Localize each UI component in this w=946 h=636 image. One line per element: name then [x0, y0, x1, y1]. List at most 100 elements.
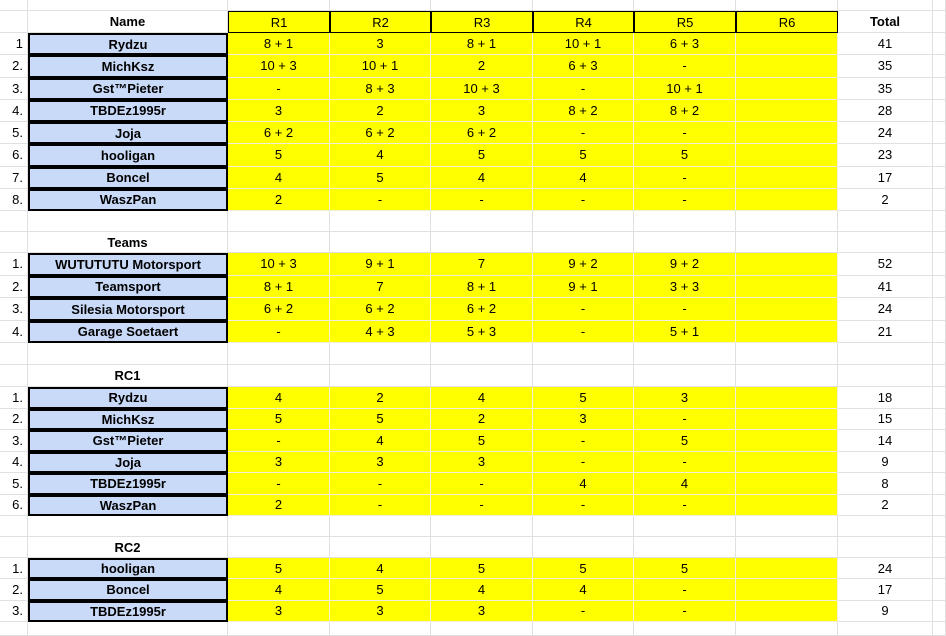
sheet-cell[interactable] — [0, 11, 28, 33]
row-position-cell[interactable]: 3. — [0, 77, 28, 100]
sheet-cell[interactable] — [634, 621, 736, 636]
sheet-cell[interactable] — [533, 537, 634, 558]
sheet-cell[interactable] — [933, 621, 946, 636]
row-position-cell[interactable]: 8. — [0, 188, 28, 211]
total-cell[interactable]: 35 — [838, 77, 933, 100]
total-cell[interactable]: 41 — [838, 275, 933, 298]
round-value-cell[interactable]: 9 + 2 — [634, 253, 736, 276]
sheet-cell[interactable] — [736, 0, 838, 11]
row-position-cell[interactable]: 1. — [0, 558, 28, 580]
name-cell[interactable]: Teamsport — [28, 275, 228, 298]
sheet-cell[interactable] — [933, 253, 946, 276]
round-value-cell[interactable] — [736, 430, 838, 452]
total-cell[interactable]: 2 — [838, 494, 933, 516]
name-cell[interactable]: Rydzu — [28, 387, 228, 409]
row-position-cell[interactable]: 7. — [0, 166, 28, 189]
sheet-cell[interactable] — [933, 473, 946, 495]
round-value-cell[interactable]: 4 — [533, 473, 634, 495]
round-value-cell[interactable] — [736, 166, 838, 189]
round-value-cell[interactable]: 4 + 3 — [330, 320, 431, 343]
section-title-cell[interactable]: RC2 — [28, 537, 228, 558]
sheet-cell[interactable] — [330, 0, 431, 11]
sheet-cell[interactable] — [228, 0, 330, 11]
sheet-cell[interactable] — [933, 298, 946, 321]
round-value-cell[interactable]: 10 + 1 — [533, 33, 634, 56]
round-value-cell[interactable]: 4 — [330, 144, 431, 167]
round-value-cell[interactable]: 4 — [330, 558, 431, 580]
sheet-cell[interactable] — [933, 343, 946, 365]
total-cell[interactable]: 17 — [838, 166, 933, 189]
sheet-cell[interactable] — [228, 621, 330, 636]
round-value-cell[interactable]: 4 — [634, 473, 736, 495]
round-value-cell[interactable]: - — [533, 451, 634, 473]
sheet-cell[interactable] — [228, 232, 330, 253]
round-header-cell[interactable]: R3 — [431, 11, 533, 33]
sheet-cell[interactable] — [933, 558, 946, 580]
sheet-cell[interactable] — [0, 365, 28, 387]
total-cell[interactable]: 23 — [838, 144, 933, 167]
round-value-cell[interactable]: - — [431, 188, 533, 211]
total-cell[interactable]: 9 — [838, 600, 933, 622]
row-position-cell[interactable]: 4. — [0, 99, 28, 122]
round-value-cell[interactable]: 8 + 3 — [330, 77, 431, 100]
name-cell[interactable]: hooligan — [28, 144, 228, 167]
round-value-cell[interactable]: 5 — [330, 579, 431, 601]
round-value-cell[interactable]: 3 + 3 — [634, 275, 736, 298]
sheet-cell[interactable] — [330, 537, 431, 558]
round-value-cell[interactable]: 5 — [634, 558, 736, 580]
round-value-cell[interactable]: 4 — [228, 166, 330, 189]
row-position-cell[interactable]: 6. — [0, 144, 28, 167]
sheet-cell[interactable] — [0, 621, 28, 636]
sheet-cell[interactable] — [533, 211, 634, 232]
sheet-cell[interactable] — [0, 516, 28, 537]
round-value-cell[interactable]: - — [533, 600, 634, 622]
sheet-cell[interactable] — [933, 11, 946, 33]
round-value-cell[interactable]: - — [533, 188, 634, 211]
row-position-cell[interactable]: 2. — [0, 275, 28, 298]
round-value-cell[interactable]: 2 — [330, 387, 431, 409]
round-value-cell[interactable]: 2 — [431, 408, 533, 430]
round-value-cell[interactable] — [736, 253, 838, 276]
round-value-cell[interactable] — [736, 320, 838, 343]
round-value-cell[interactable]: 8 + 1 — [431, 275, 533, 298]
sheet-cell[interactable] — [533, 516, 634, 537]
round-header-cell[interactable]: R1 — [228, 11, 330, 33]
round-value-cell[interactable]: 3 — [228, 600, 330, 622]
name-cell[interactable]: TBDEz1995r — [28, 600, 228, 622]
sheet-cell[interactable] — [736, 365, 838, 387]
sheet-cell[interactable] — [933, 122, 946, 145]
round-value-cell[interactable]: 8 + 1 — [228, 275, 330, 298]
round-value-cell[interactable]: 3 — [228, 451, 330, 473]
sheet-cell[interactable] — [838, 516, 933, 537]
row-position-cell[interactable]: 6. — [0, 494, 28, 516]
sheet-cell[interactable] — [28, 516, 228, 537]
total-cell[interactable]: 8 — [838, 473, 933, 495]
sheet-cell[interactable] — [533, 621, 634, 636]
round-value-cell[interactable]: 4 — [330, 430, 431, 452]
sheet-cell[interactable] — [933, 387, 946, 409]
row-position-cell[interactable]: 2. — [0, 579, 28, 601]
sheet-cell[interactable] — [838, 343, 933, 365]
sheet-cell[interactable] — [838, 537, 933, 558]
sheet-cell[interactable] — [933, 516, 946, 537]
sheet-cell[interactable] — [933, 232, 946, 253]
sheet-cell[interactable] — [933, 451, 946, 473]
sheet-cell[interactable] — [431, 621, 533, 636]
round-value-cell[interactable]: 5 — [634, 430, 736, 452]
round-value-cell[interactable]: 8 + 2 — [634, 99, 736, 122]
row-position-cell[interactable]: 2. — [0, 408, 28, 430]
round-header-cell[interactable]: R4 — [533, 11, 634, 33]
sheet-cell[interactable] — [933, 55, 946, 78]
sheet-cell[interactable] — [736, 343, 838, 365]
round-value-cell[interactable]: - — [634, 408, 736, 430]
round-value-cell[interactable]: 3 — [330, 451, 431, 473]
round-value-cell[interactable]: 6 + 3 — [634, 33, 736, 56]
round-value-cell[interactable]: 3 — [330, 33, 431, 56]
round-value-cell[interactable]: - — [228, 320, 330, 343]
sheet-cell[interactable] — [933, 365, 946, 387]
round-value-cell[interactable]: 5 — [228, 558, 330, 580]
round-value-cell[interactable]: 3 — [431, 99, 533, 122]
sheet-cell[interactable] — [634, 516, 736, 537]
round-value-cell[interactable] — [736, 77, 838, 100]
total-cell[interactable]: 28 — [838, 99, 933, 122]
